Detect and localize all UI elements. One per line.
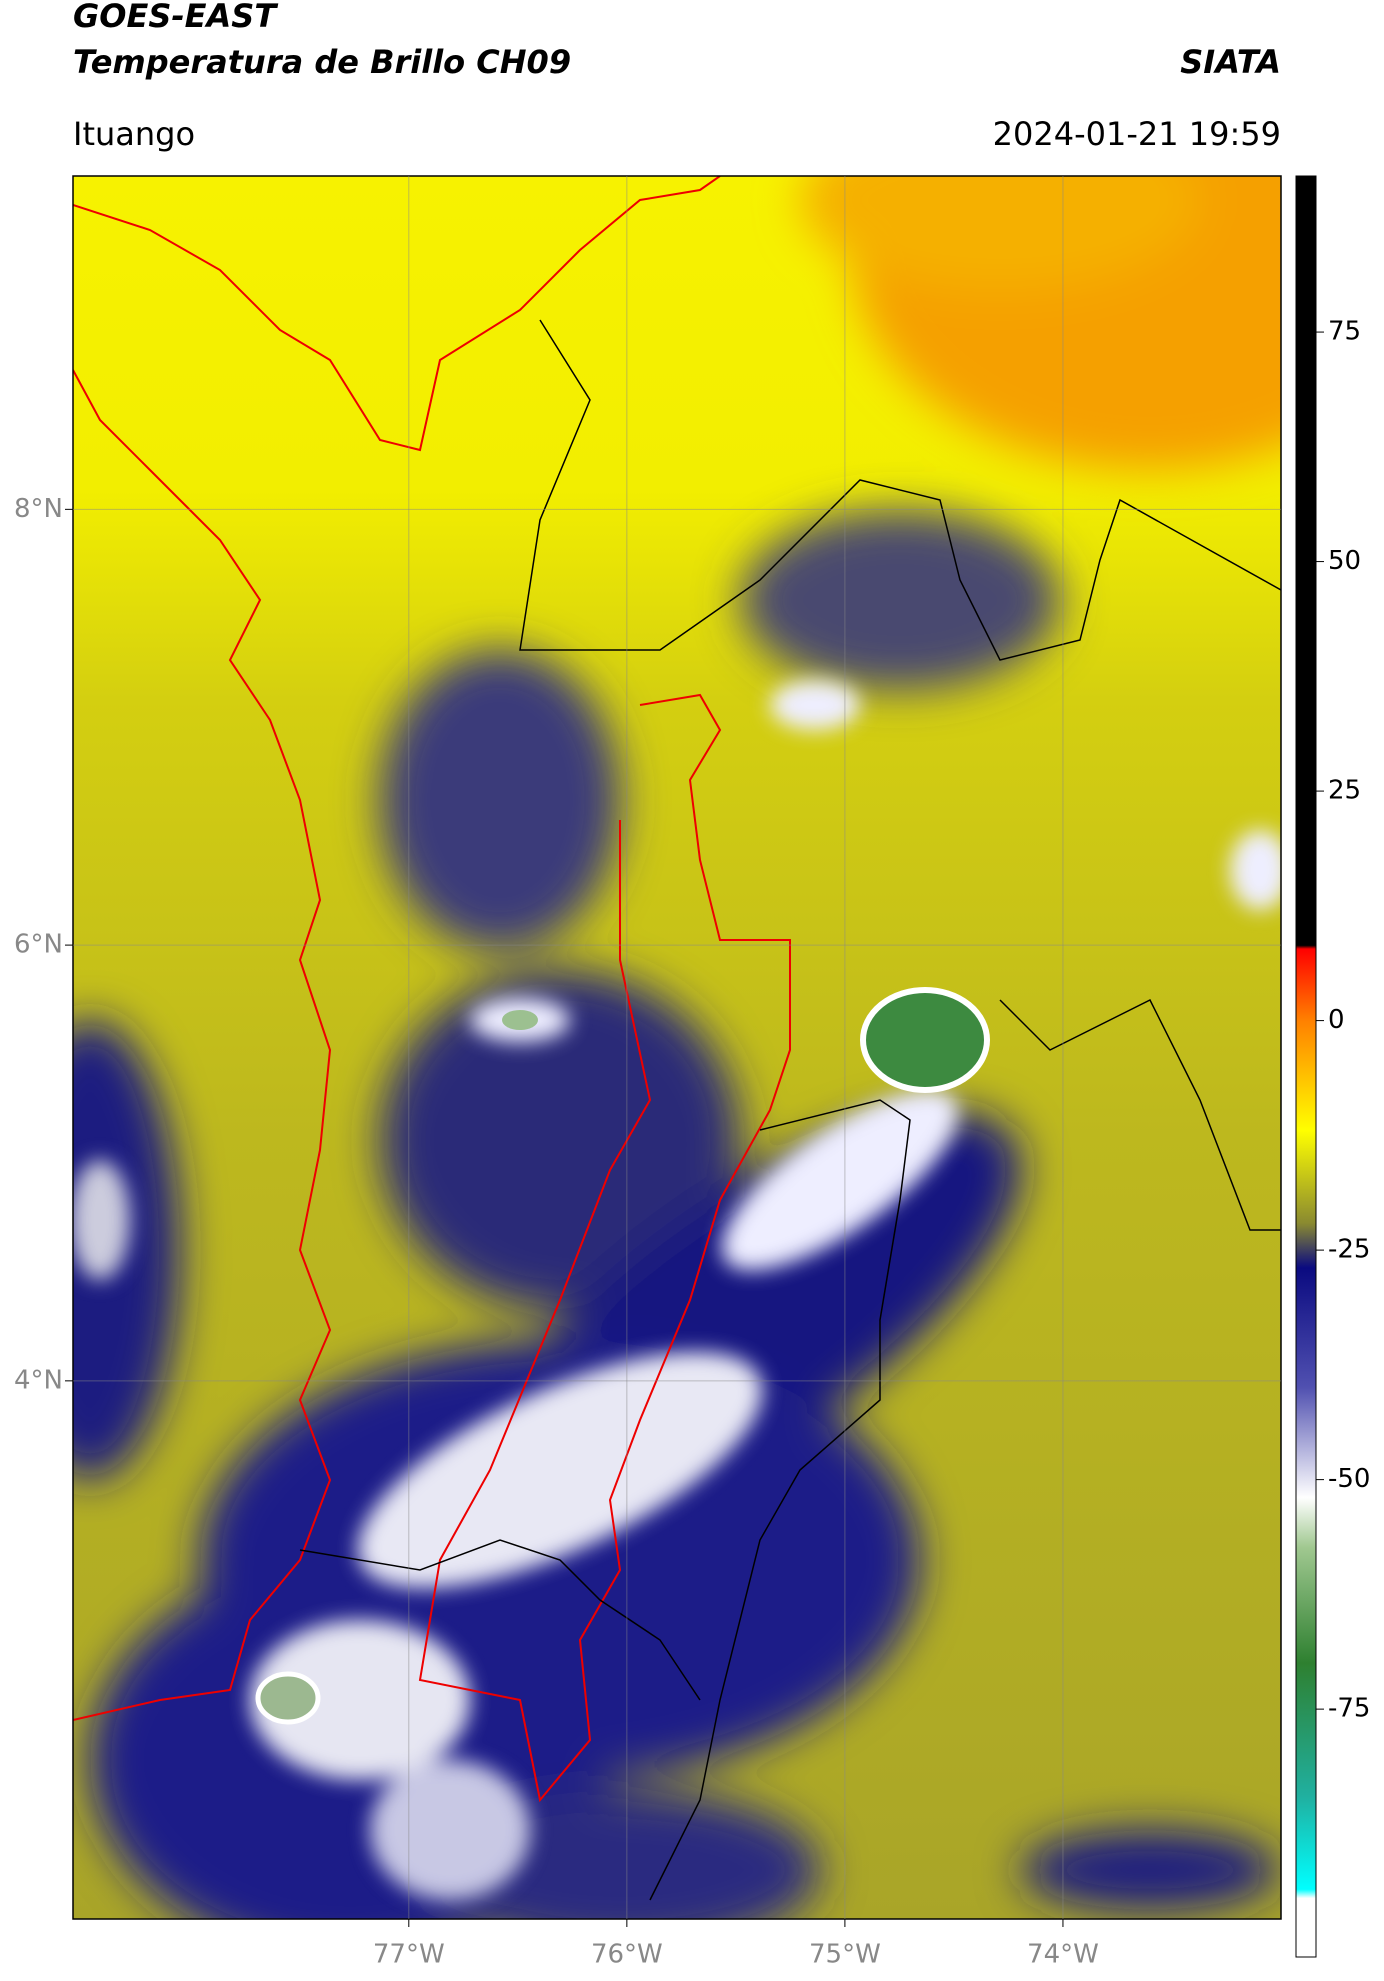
map-frame bbox=[72, 175, 1282, 1920]
colorbar-tick-label: -50 bbox=[1328, 1464, 1370, 1494]
x-tick-label: 74°W bbox=[1027, 1940, 1099, 1970]
colorbar-tick-label: 75 bbox=[1328, 317, 1361, 347]
colorbar-tick-label: 50 bbox=[1328, 546, 1361, 576]
x-tick-label: 77°W bbox=[373, 1940, 445, 1970]
colorbar-tick-label: 25 bbox=[1328, 776, 1361, 806]
datetime: 2024-01-21 19:59 bbox=[993, 115, 1281, 153]
imagery bbox=[73, 176, 1281, 1919]
location: Ituango bbox=[73, 115, 195, 153]
colorbar-tick-label: -25 bbox=[1328, 1235, 1370, 1265]
title: GOES-EAST bbox=[73, 0, 278, 35]
y-tick-label: 4°N bbox=[14, 1365, 63, 1395]
y-tick-label: 6°N bbox=[14, 930, 63, 960]
subtitle: Temperatura de Brillo CH09 bbox=[73, 43, 571, 81]
colorbar-tick-label: 0 bbox=[1328, 1005, 1345, 1035]
x-tick-label: 75°W bbox=[809, 1940, 881, 1970]
source: SIATA bbox=[1180, 43, 1281, 81]
colorbar-tick-label: -75 bbox=[1328, 1694, 1370, 1724]
colorbar bbox=[1295, 175, 1317, 1958]
y-tick-label: 8°N bbox=[14, 494, 63, 524]
x-tick-label: 76°W bbox=[591, 1940, 663, 1970]
